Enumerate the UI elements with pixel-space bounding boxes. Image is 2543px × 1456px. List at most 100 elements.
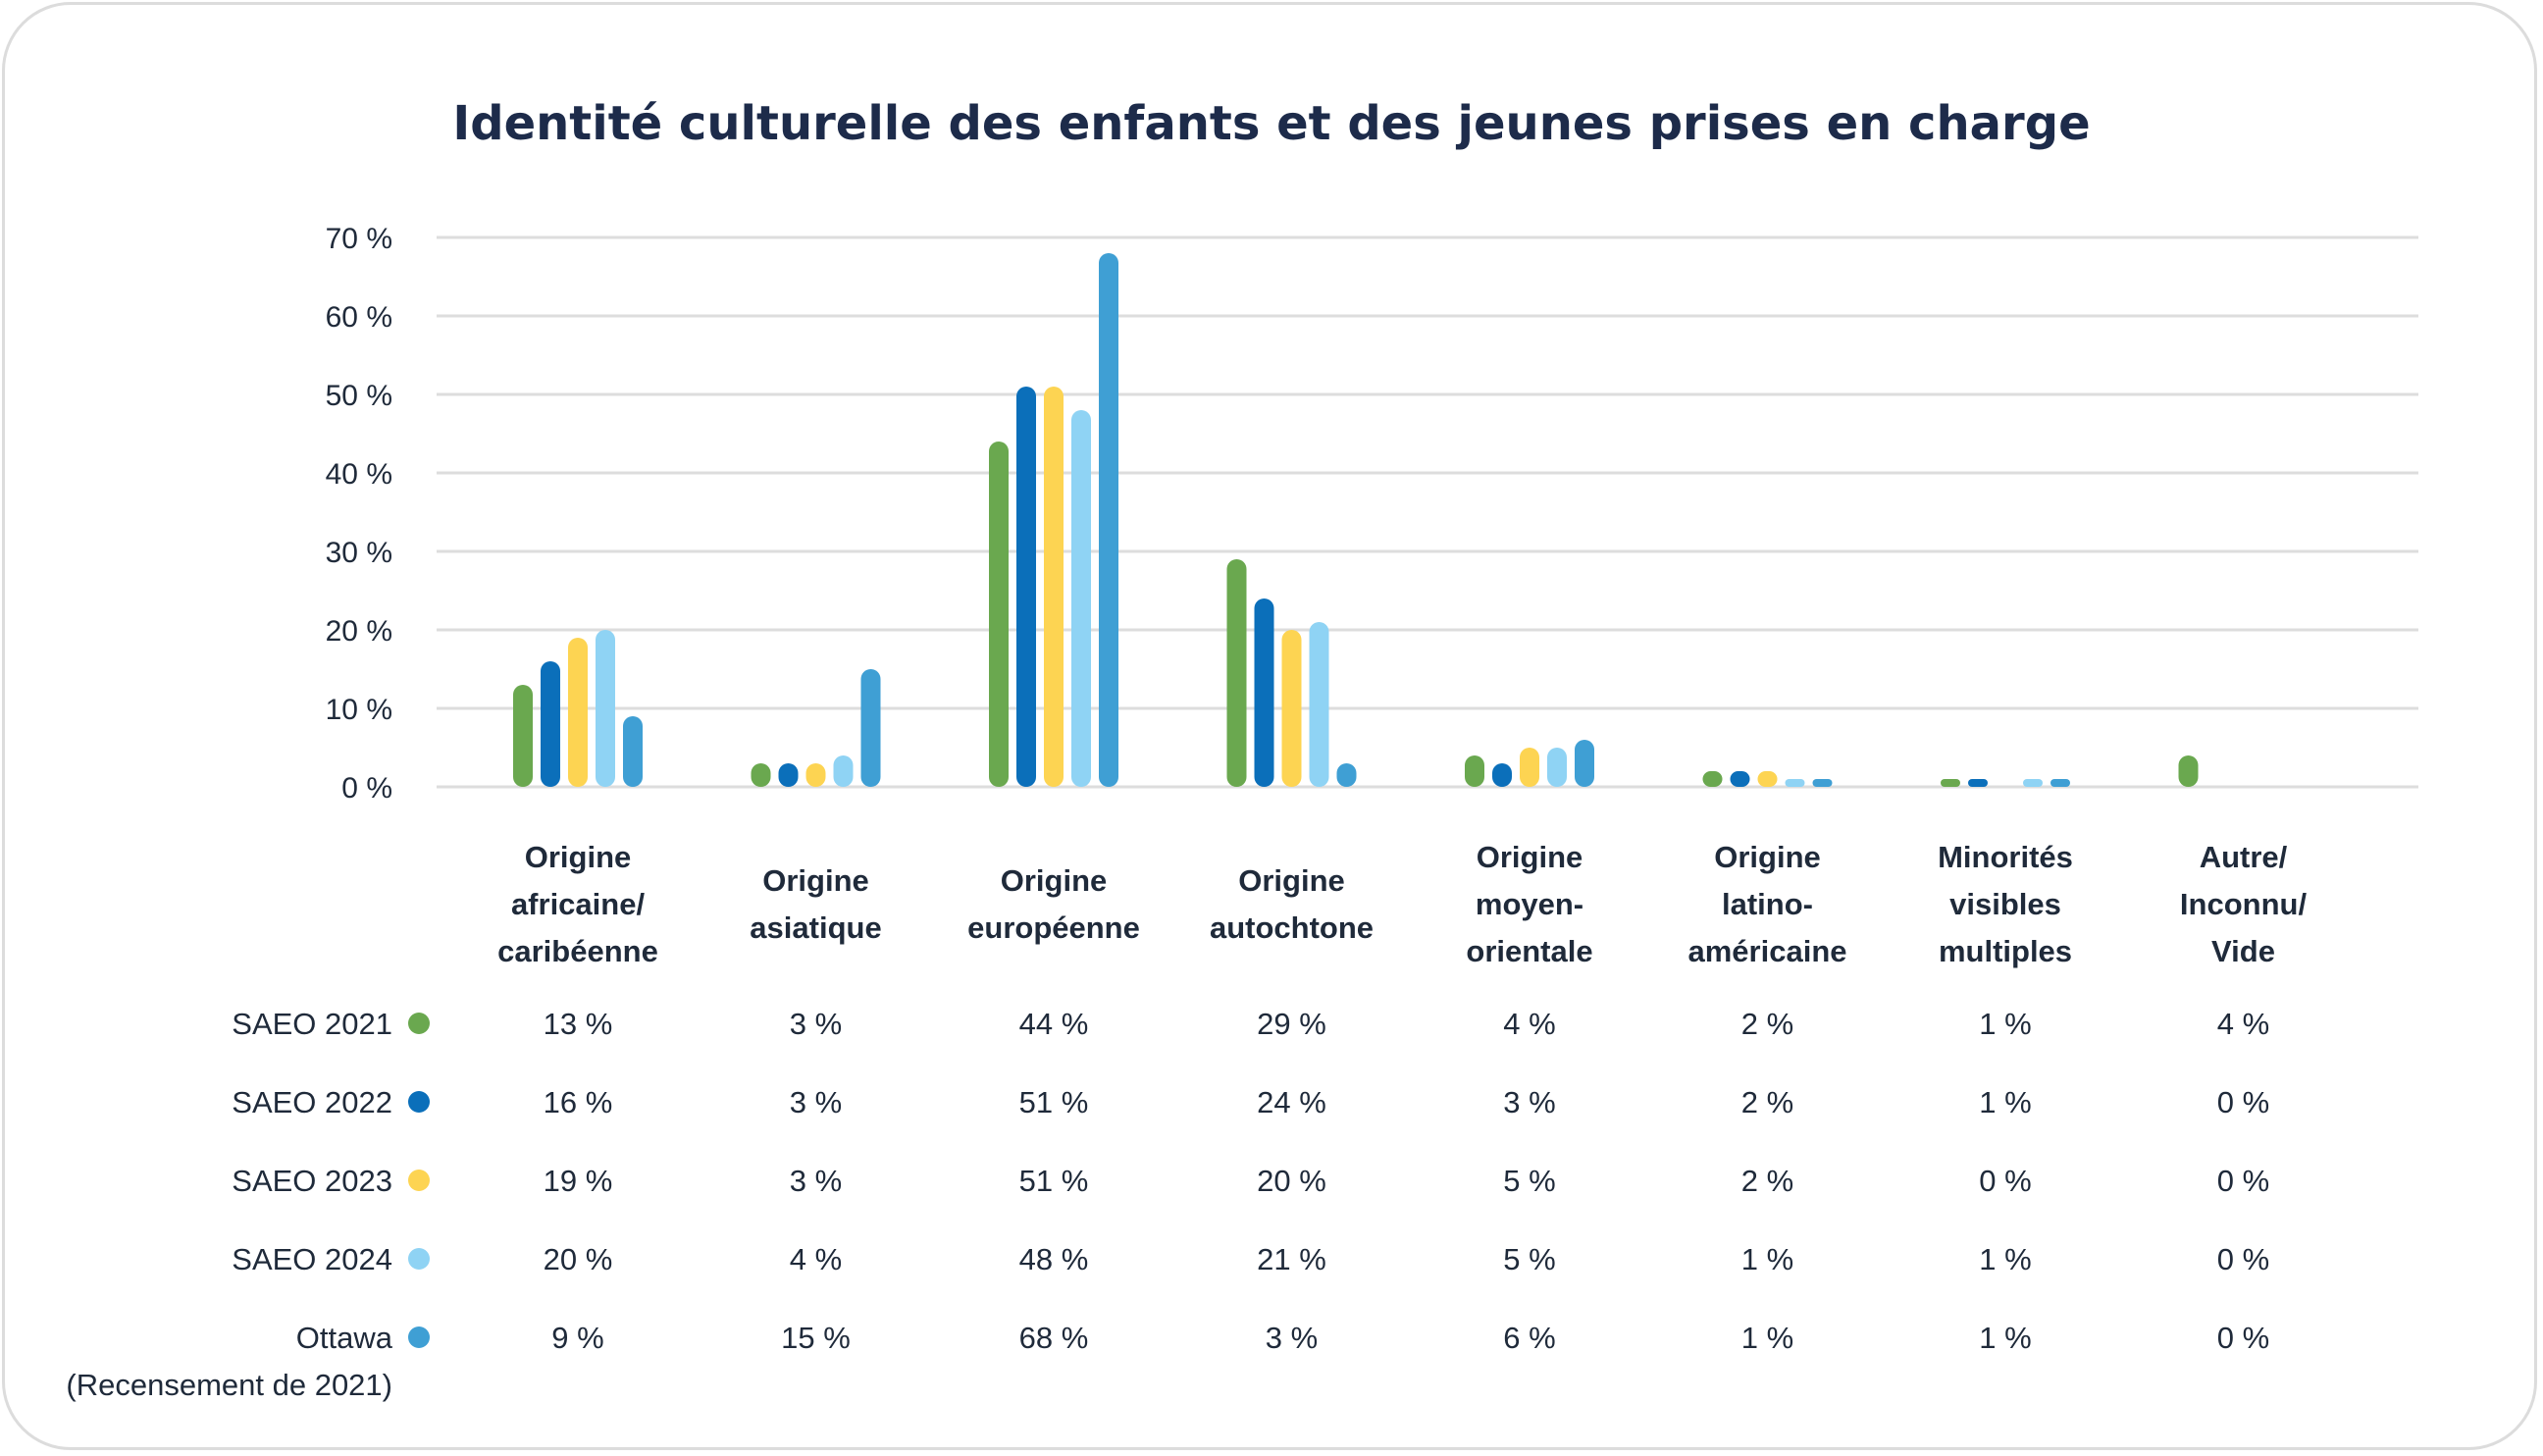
bar <box>833 755 854 787</box>
x-category-label: Origine <box>1477 840 1583 874</box>
x-category-label: caribéenne <box>497 934 658 968</box>
x-category-label: multiples <box>1939 934 2072 968</box>
data-label: 15 % <box>781 1321 851 1355</box>
y-tick-label: 0 % <box>341 772 392 805</box>
bar <box>1575 740 1594 787</box>
data-label: 1 % <box>1741 1321 1793 1355</box>
chart-title: Identité culturelle des enfants et des j… <box>452 96 2090 151</box>
x-category-label: latino- <box>1722 887 1813 921</box>
data-label: 1 % <box>1979 1242 2031 1276</box>
data-label: 3 % <box>790 1085 842 1119</box>
legend-marker <box>408 1013 430 1034</box>
legend-marker <box>408 1326 430 1348</box>
bar <box>1812 779 1833 787</box>
bar <box>2178 755 2199 787</box>
bar <box>2050 779 2070 787</box>
bar <box>1941 779 1960 787</box>
bar <box>623 716 643 787</box>
data-label: 21 % <box>1257 1242 1326 1276</box>
x-category-label: Vide <box>2211 934 2275 968</box>
bar <box>1336 763 1357 787</box>
data-label: 6 % <box>1503 1321 1555 1355</box>
series-name: SAEO 2022 <box>232 1085 392 1119</box>
x-category-label: Origine <box>762 863 869 898</box>
bar <box>1520 748 1539 787</box>
data-label: 1 % <box>1979 1321 2031 1355</box>
x-category-label: Inconnu/ <box>2180 887 2308 921</box>
bar <box>1016 387 1036 787</box>
grid <box>437 235 2418 789</box>
bar <box>541 661 560 787</box>
data-label: 20 % <box>544 1242 613 1276</box>
data-label: 4 % <box>2217 1007 2269 1041</box>
bar <box>1071 410 1091 787</box>
data-label: 29 % <box>1257 1007 1326 1041</box>
bar <box>1044 387 1064 787</box>
x-category-label: Origine <box>1238 863 1345 898</box>
data-label: 5 % <box>1503 1164 1555 1198</box>
data-label: 2 % <box>1741 1164 1793 1198</box>
x-category-label: Autre/ <box>2200 840 2288 874</box>
data-label: 24 % <box>1257 1085 1326 1119</box>
bars <box>513 253 2199 787</box>
x-category-label: Minorités <box>1938 840 2073 874</box>
bar <box>751 763 771 787</box>
x-category-labels: Origine africaine/caribéenne Origine asiati… <box>497 840 2307 968</box>
x-category-label: autochtone <box>1210 910 1374 945</box>
legend-marker <box>408 1170 430 1191</box>
bar <box>1730 771 1750 787</box>
data-label: 1 % <box>1979 1007 2031 1041</box>
bar <box>805 763 826 787</box>
data-label: 44 % <box>1019 1007 1089 1041</box>
series-name: SAEO 2021 <box>232 1007 392 1041</box>
bar <box>1309 622 1329 787</box>
bar <box>989 442 1009 787</box>
legend-marker <box>408 1248 430 1270</box>
data-label: 3 % <box>1503 1085 1555 1119</box>
bar <box>778 763 799 787</box>
data-label: 5 % <box>1503 1242 1555 1276</box>
x-category-label: européenne <box>967 910 1140 945</box>
bar <box>1968 779 1988 787</box>
data-label: 9 % <box>551 1321 603 1355</box>
data-label: 3 % <box>790 1007 842 1041</box>
series-name: SAEO 2023 <box>232 1164 392 1198</box>
series-subname: (Recensement de 2021) <box>66 1368 392 1402</box>
data-label: 51 % <box>1019 1164 1089 1198</box>
data-label: 1 % <box>1979 1085 2031 1119</box>
y-tick-label: 60 % <box>326 301 392 334</box>
data-label: 20 % <box>1257 1164 1326 1198</box>
series-name: Ottawa <box>296 1321 393 1355</box>
data-label: 3 % <box>1266 1321 1318 1355</box>
bar <box>1099 253 1118 787</box>
y-tick-label: 30 % <box>326 537 392 569</box>
data-table: SAEO 2021 13 % 3 % 44 % 29 % 4 % 2 % 1 % 4 % SAEO… <box>66 1007 2269 1402</box>
x-category-label: asiatique <box>750 910 881 945</box>
bar <box>568 638 588 787</box>
series-name: SAEO 2024 <box>232 1242 392 1276</box>
data-label: 4 % <box>1503 1007 1555 1041</box>
data-label: 0 % <box>2217 1085 2269 1119</box>
bar <box>860 669 881 787</box>
x-category-label: visibles <box>1949 887 2061 921</box>
bar <box>596 630 615 787</box>
data-label: 3 % <box>790 1164 842 1198</box>
data-label: 2 % <box>1741 1085 1793 1119</box>
bar <box>513 685 533 787</box>
data-label: 0 % <box>1979 1164 2031 1198</box>
x-category-label: Origine <box>1714 840 1821 874</box>
bar <box>2023 779 2043 787</box>
bar <box>1465 755 1484 787</box>
bar <box>1492 763 1512 787</box>
y-tick-label: 10 % <box>326 694 392 726</box>
x-category-label: Origine <box>1001 863 1108 898</box>
x-category-label: africaine/ <box>511 887 646 921</box>
x-category-label: orientale <box>1466 934 1592 968</box>
data-label: 1 % <box>1741 1242 1793 1276</box>
data-label: 4 % <box>790 1242 842 1276</box>
data-label: 2 % <box>1741 1007 1793 1041</box>
data-label: 48 % <box>1019 1242 1089 1276</box>
bar <box>1281 630 1302 787</box>
